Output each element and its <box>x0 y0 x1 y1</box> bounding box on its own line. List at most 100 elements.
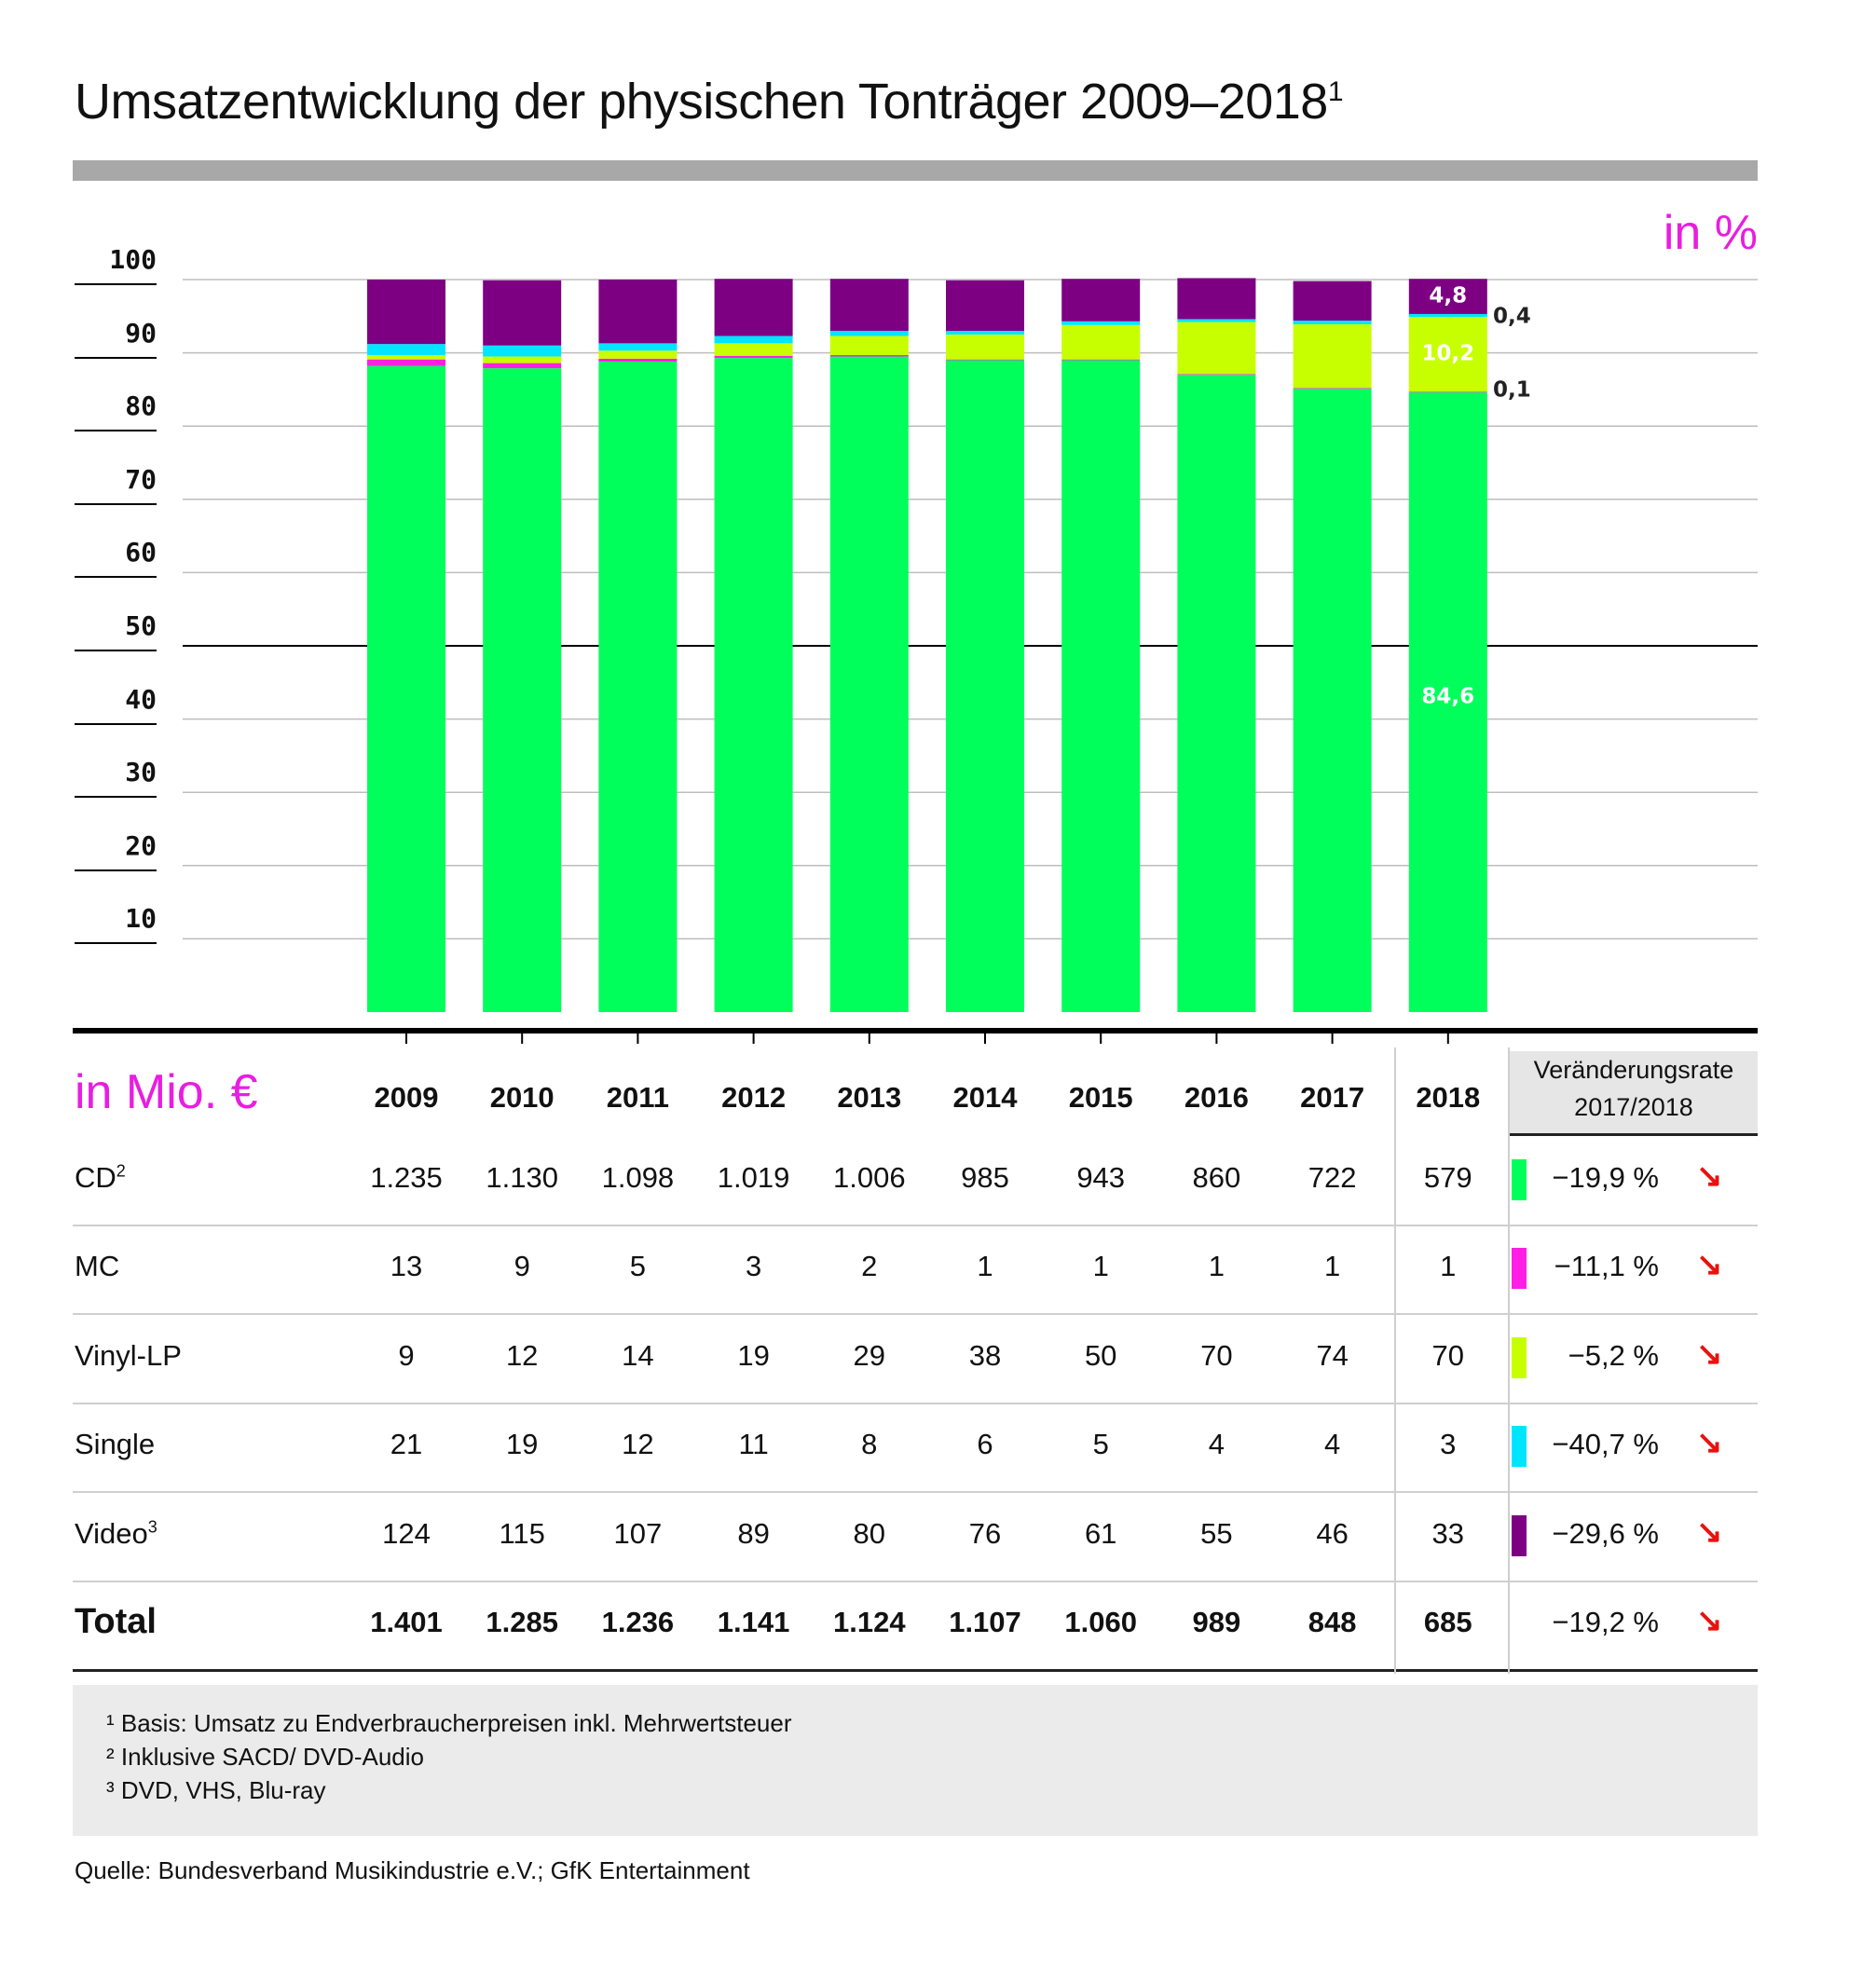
bar-cd-2014 <box>946 360 1024 1013</box>
change-rate: −11,1 % <box>1554 1250 1659 1283</box>
table-cell: 848 <box>1308 1606 1357 1639</box>
table-cell: 1.098 <box>601 1160 675 1194</box>
bar-cd-2013 <box>829 356 909 1012</box>
data-label-single-2018: 0,4 <box>1493 305 1531 329</box>
bar-vinyllp-2015 <box>1061 324 1141 360</box>
table-cell: 943 <box>1076 1160 1126 1194</box>
table-cell: 5 <box>629 1250 647 1283</box>
table-cell: 985 <box>961 1160 1009 1194</box>
row-label: Single <box>75 1428 156 1461</box>
y-tick-mark <box>75 796 157 799</box>
bar-video-2016 <box>1177 278 1256 320</box>
bar-video-2014 <box>946 280 1024 332</box>
table-cell: 4 <box>1323 1428 1341 1461</box>
bar-cd-2011 <box>598 362 678 1012</box>
down-arrow-icon: ↘ <box>1696 1513 1723 1550</box>
data-label-vinyl-2018: 10,2 <box>1421 342 1474 366</box>
table-cell: 1.130 <box>486 1160 558 1194</box>
legend-swatch <box>1512 1158 1527 1200</box>
table-cell: 1.401 <box>370 1606 443 1639</box>
table-cell: 12 <box>505 1338 539 1372</box>
down-arrow-icon: ↘ <box>1696 1247 1723 1283</box>
footnote-box <box>73 1685 1758 1836</box>
bar-mc-2009 <box>367 359 445 366</box>
legend-swatch <box>1512 1514 1527 1556</box>
stacked-bar-chart: 84,6 10,2 4,8 0,4 0,1 <box>183 278 1758 1044</box>
table-cell: 4 <box>1208 1428 1226 1461</box>
table-cell: 722 <box>1308 1160 1357 1194</box>
bar-single-2010 <box>483 345 562 357</box>
bar-vinyllp-2013 <box>829 335 909 355</box>
y-tick-mark <box>75 942 157 945</box>
y-tick-mark <box>75 869 157 871</box>
bar-cd-2010 <box>483 368 562 1012</box>
bar-single-2016 <box>1177 319 1256 322</box>
row-separator <box>73 1402 1758 1404</box>
y-tick-label: 70 <box>125 463 157 495</box>
bar-vinyllp-2010 <box>483 356 562 363</box>
data-label-mc-2018: 0,1 <box>1493 378 1531 403</box>
table-cell: 76 <box>968 1516 1002 1550</box>
table-cell: 1.285 <box>486 1606 558 1639</box>
source-note: Quelle: Bundesverband Musikindustrie e.V… <box>75 1856 750 1884</box>
y-tick-label: 30 <box>125 757 157 788</box>
y-tick-label: 60 <box>125 537 157 568</box>
table-cell: 1.006 <box>833 1160 906 1194</box>
row-separator <box>73 1669 1758 1672</box>
table-cell: 579 <box>1423 1160 1472 1194</box>
rate-header-line2: 2017/2018 <box>1574 1093 1693 1121</box>
table-cell: 1 <box>1092 1250 1109 1283</box>
year-header-2014: 2014 <box>952 1081 1018 1114</box>
row-label: MC <box>75 1250 120 1283</box>
bar-vinyllp-2016 <box>1177 322 1256 375</box>
bar-single-2009 <box>367 344 445 355</box>
bar-single-2018 <box>1408 313 1487 318</box>
legend-swatch <box>1512 1426 1527 1468</box>
bar-vinyllp-2009 <box>367 354 445 360</box>
bar-mc-2015 <box>1061 359 1141 361</box>
table-cell: 8 <box>861 1428 878 1461</box>
table-cell: 70 <box>1431 1338 1465 1372</box>
table-cell: 89 <box>737 1516 770 1550</box>
y-tick-label: 80 <box>125 390 157 422</box>
table-cell: 3 <box>1440 1428 1457 1461</box>
bar-vinyllp-2012 <box>714 343 793 356</box>
bar-video-2013 <box>829 279 909 332</box>
table-cell: 80 <box>853 1516 886 1550</box>
down-arrow-icon: ↘ <box>1696 1335 1723 1372</box>
table-cell: 1.107 <box>949 1606 1021 1639</box>
bar-video-2015 <box>1061 279 1141 322</box>
table-cell: 1 <box>1323 1250 1341 1283</box>
y-tick-label: 10 <box>125 903 157 935</box>
bar-mc-2014 <box>946 359 1024 361</box>
rate-header-line1: Veränderungsrate <box>1533 1056 1734 1084</box>
row-label: Video3 <box>75 1516 157 1550</box>
column-separator <box>1508 1047 1510 1674</box>
table-cell: 29 <box>853 1338 886 1372</box>
bar-cd-2016 <box>1177 375 1256 1012</box>
table-cell: 860 <box>1192 1160 1241 1194</box>
bar-video-2012 <box>714 279 793 336</box>
title-rule <box>73 160 1758 181</box>
footnote-3: ³ DVD, VHS, Blu-ray <box>106 1776 326 1804</box>
bar-mc-2013 <box>829 354 909 357</box>
table-cell: 19 <box>737 1338 770 1372</box>
bar-cd-2012 <box>714 358 793 1012</box>
table-cell: 685 <box>1423 1606 1472 1639</box>
year-header-2015: 2015 <box>1068 1081 1133 1114</box>
y-tick-mark <box>75 283 157 285</box>
bar-single-2015 <box>1061 321 1141 325</box>
y-tick-mark <box>75 576 157 579</box>
page-title: Umsatzentwicklung der physischen Tonträg… <box>75 74 1344 130</box>
year-header-2011: 2011 <box>606 1081 670 1114</box>
bar-single-2017 <box>1293 321 1372 324</box>
data-label-video-2018: 4,8 <box>1429 284 1467 308</box>
table-cell: 107 <box>613 1516 663 1550</box>
bar-video-2017 <box>1293 281 1372 322</box>
year-header-2018: 2018 <box>1416 1081 1481 1114</box>
y-tick-label: 90 <box>125 317 157 349</box>
table-cell: 11 <box>738 1428 769 1461</box>
table-cell: 124 <box>382 1516 431 1550</box>
table-cell: 38 <box>968 1338 1002 1372</box>
table-cell: 50 <box>1084 1338 1117 1372</box>
